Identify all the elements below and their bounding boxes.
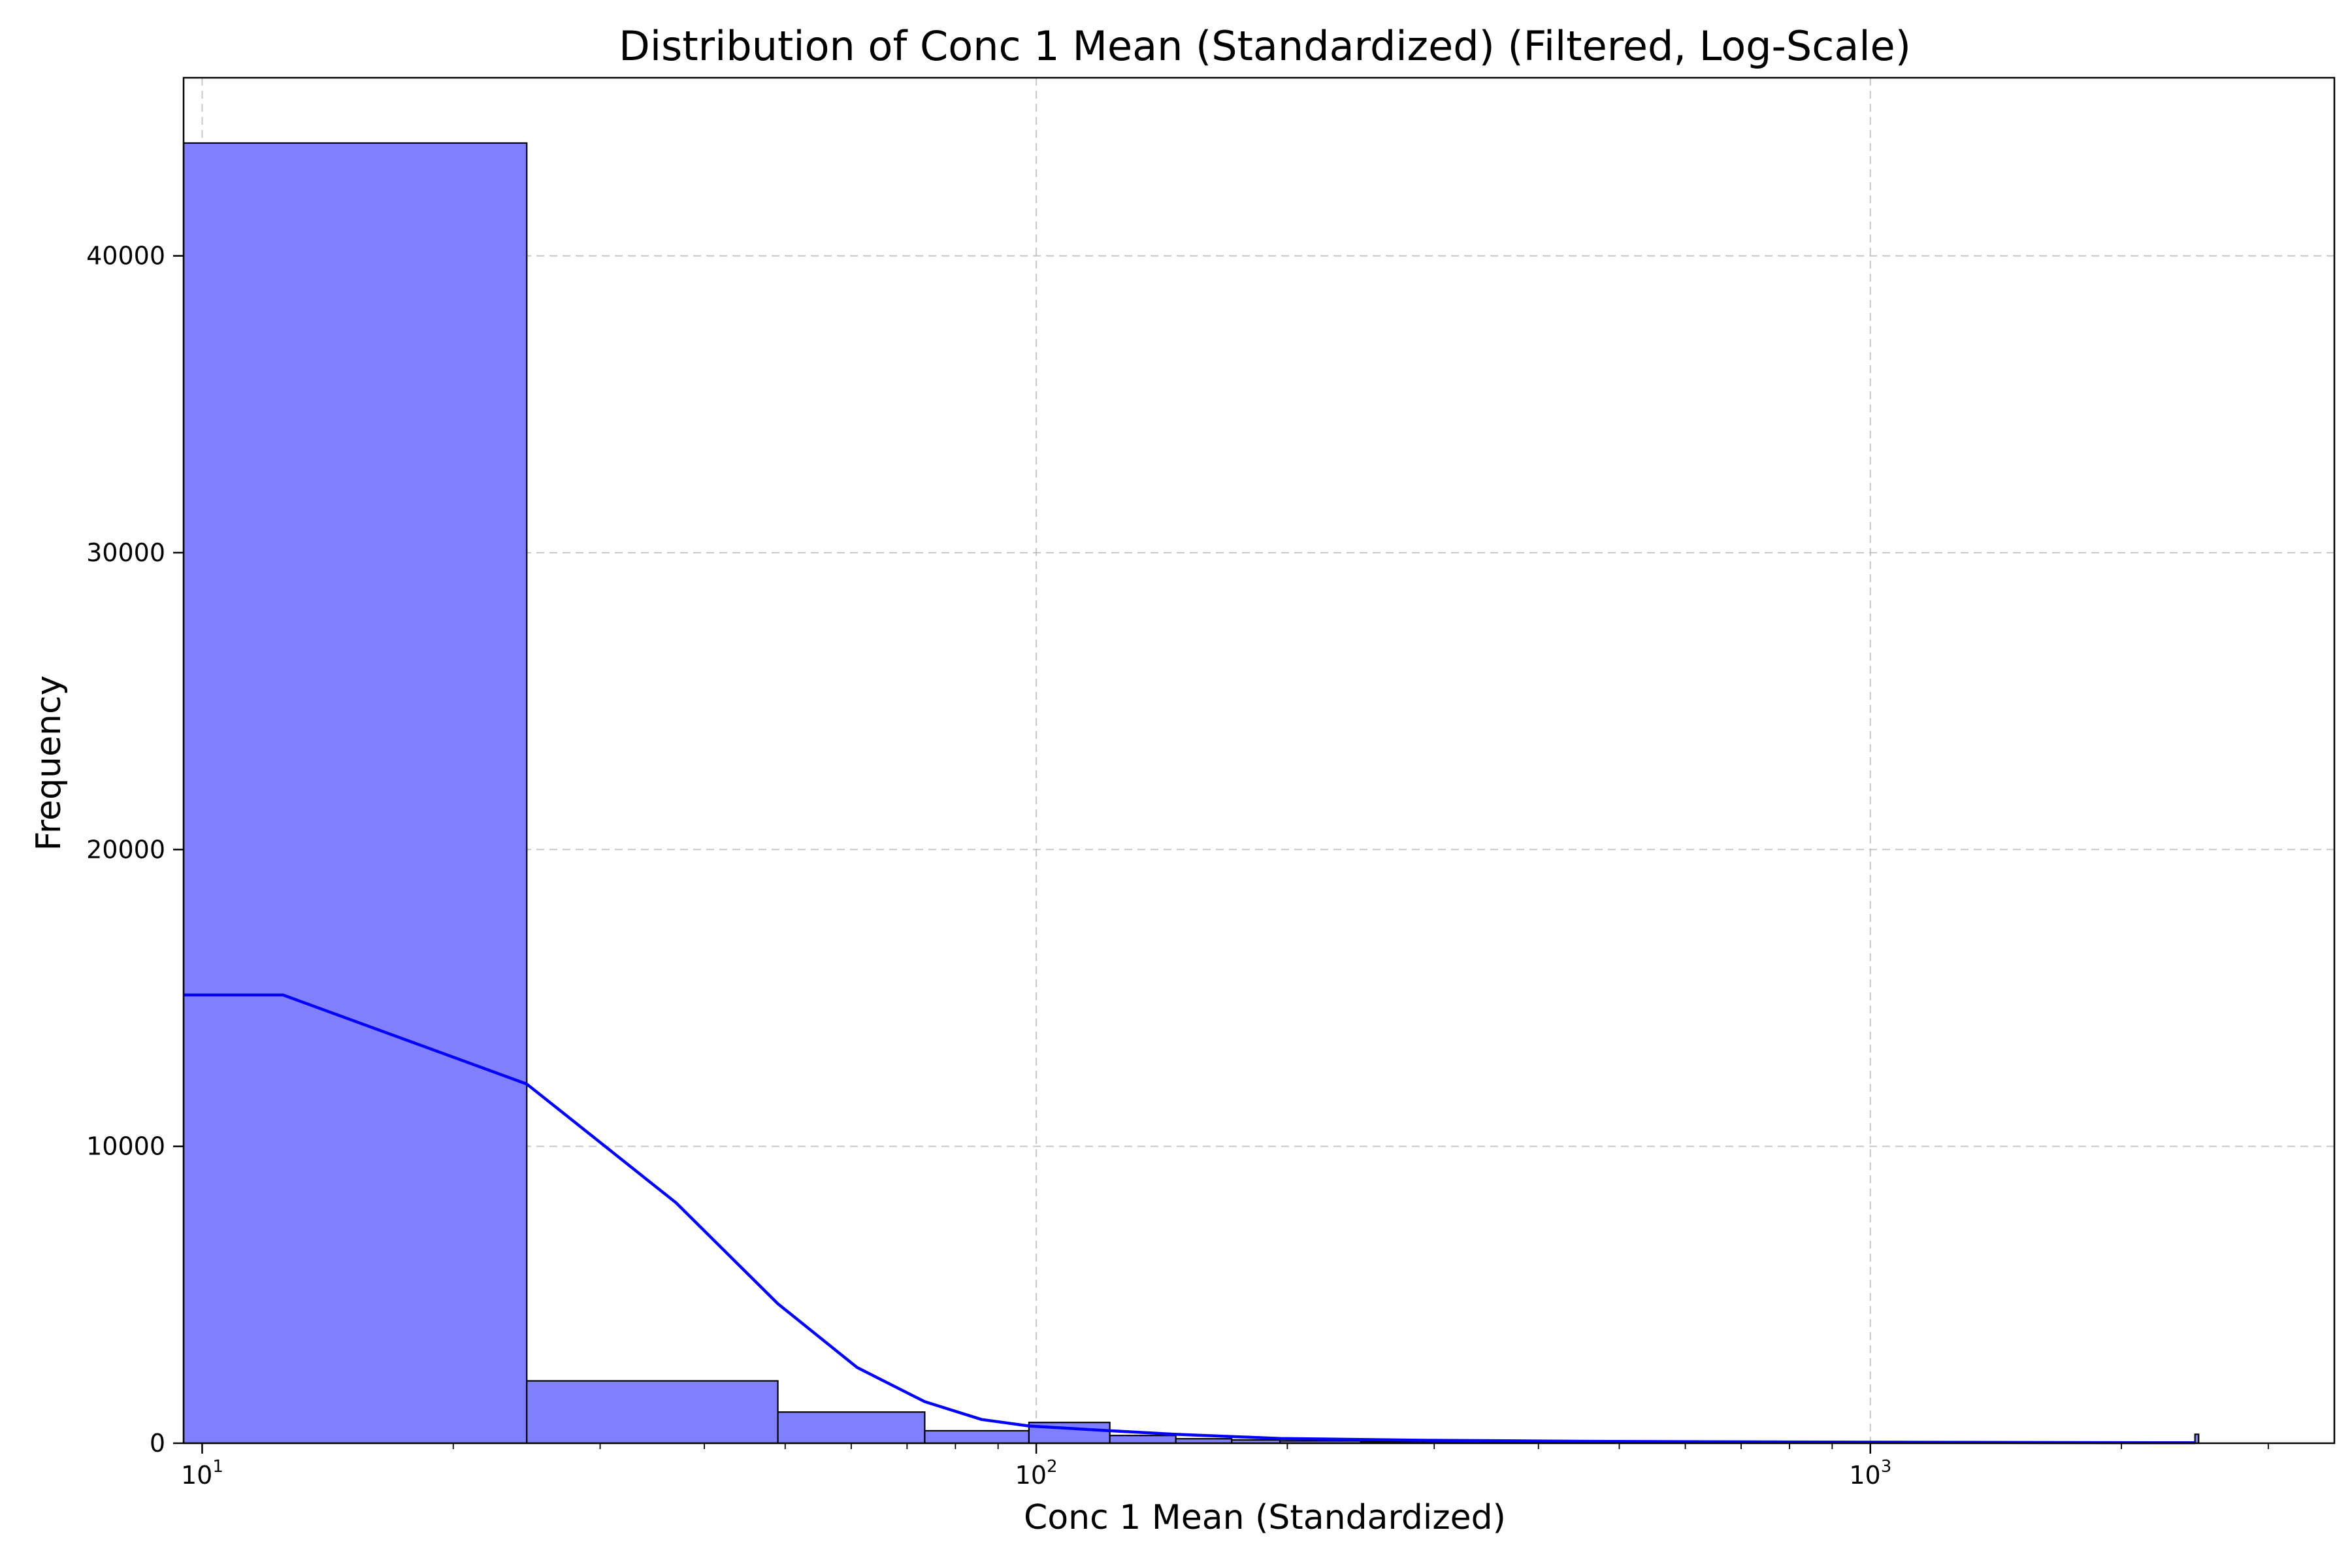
x-tick-label: 101 — [181, 1457, 223, 1490]
y-tick-label: 20000 — [86, 835, 165, 864]
x-tick-label: 103 — [1849, 1457, 1891, 1490]
y-axis-ticks: 0 10000 20000 30000 40000 — [86, 242, 184, 1458]
histogram-bar — [1109, 1435, 1177, 1445]
histogram-bar — [2194, 1433, 2200, 1445]
y-axis-label: Frequency — [29, 676, 69, 851]
kde-line — [184, 993, 2195, 1445]
kde-curve — [184, 993, 2195, 1445]
y-tick-label: 30000 — [86, 538, 165, 567]
y-tick-label: 0 — [150, 1429, 165, 1458]
x-axis-label: Conc 1 Mean (Standardized) — [1024, 1498, 1506, 1537]
histogram-bar — [924, 1429, 1030, 1445]
x-tick-label: 102 — [1015, 1457, 1058, 1490]
plot-frame — [182, 76, 2336, 1445]
histogram-bar — [526, 1380, 779, 1445]
y-tick-label: 40000 — [86, 242, 165, 270]
chart-title: Distribution of Conc 1 Mean (Standardize… — [619, 22, 1911, 70]
histogram-bar — [777, 1411, 926, 1445]
y-tick-label: 10000 — [86, 1132, 165, 1161]
histogram-bar — [182, 142, 528, 1445]
histogram-bars — [182, 142, 2200, 1445]
x-axis-ticks: 101 102 103 — [181, 1443, 2269, 1490]
